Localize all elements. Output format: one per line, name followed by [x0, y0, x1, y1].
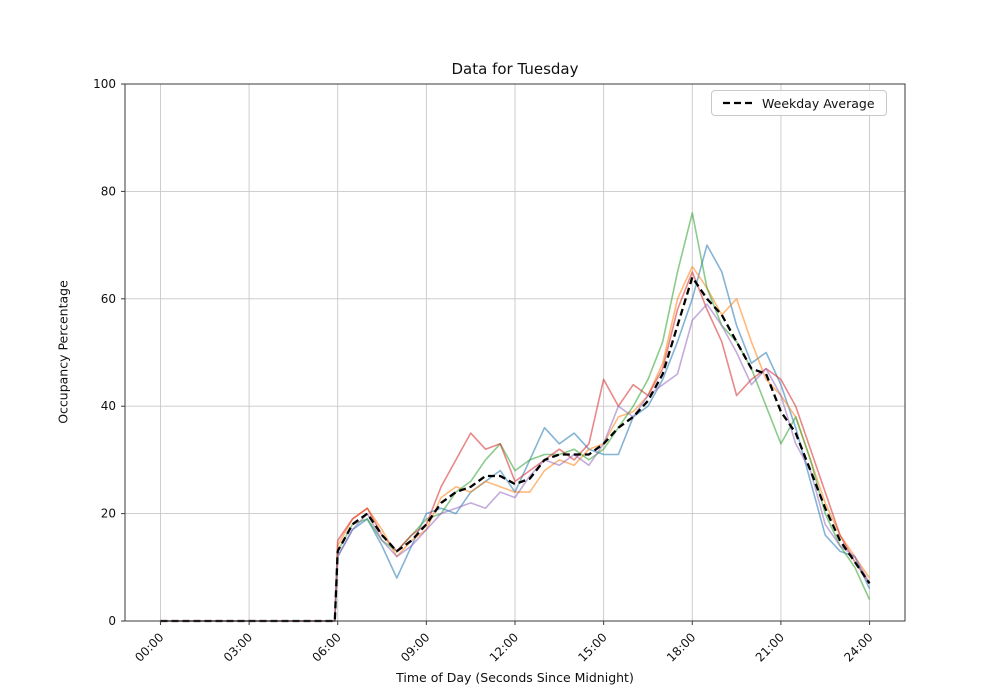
x-tick-label: 06:00 [309, 630, 343, 664]
x-tick-label: 09:00 [398, 630, 432, 664]
x-tick-label: 12:00 [487, 630, 521, 664]
x-tick-label: 21:00 [753, 630, 787, 664]
chart-title: Data for Tuesday [451, 60, 579, 78]
y-tick-label: 40 [101, 399, 116, 413]
x-tick-label: 03:00 [221, 630, 255, 664]
y-tick-label: 60 [101, 292, 116, 306]
legend: Weekday Average [711, 90, 887, 116]
x-axis-label: Time of Day (Seconds Since Midnight) [396, 670, 634, 685]
y-tick-label: 100 [93, 77, 116, 91]
legend-label: Weekday Average [762, 95, 875, 111]
x-tick-label: 00:00 [132, 630, 166, 664]
y-tick-label: 20 [101, 507, 116, 521]
average-line [160, 276, 871, 623]
legend-dashed-line-icon [723, 101, 753, 105]
x-tick-label: 18:00 [664, 630, 698, 664]
x-tick-label: 24:00 [841, 630, 875, 664]
y-tick-label: 0 [108, 614, 116, 628]
x-tick-label: 15:00 [575, 630, 609, 664]
y-tick-label: 80 [101, 184, 116, 198]
